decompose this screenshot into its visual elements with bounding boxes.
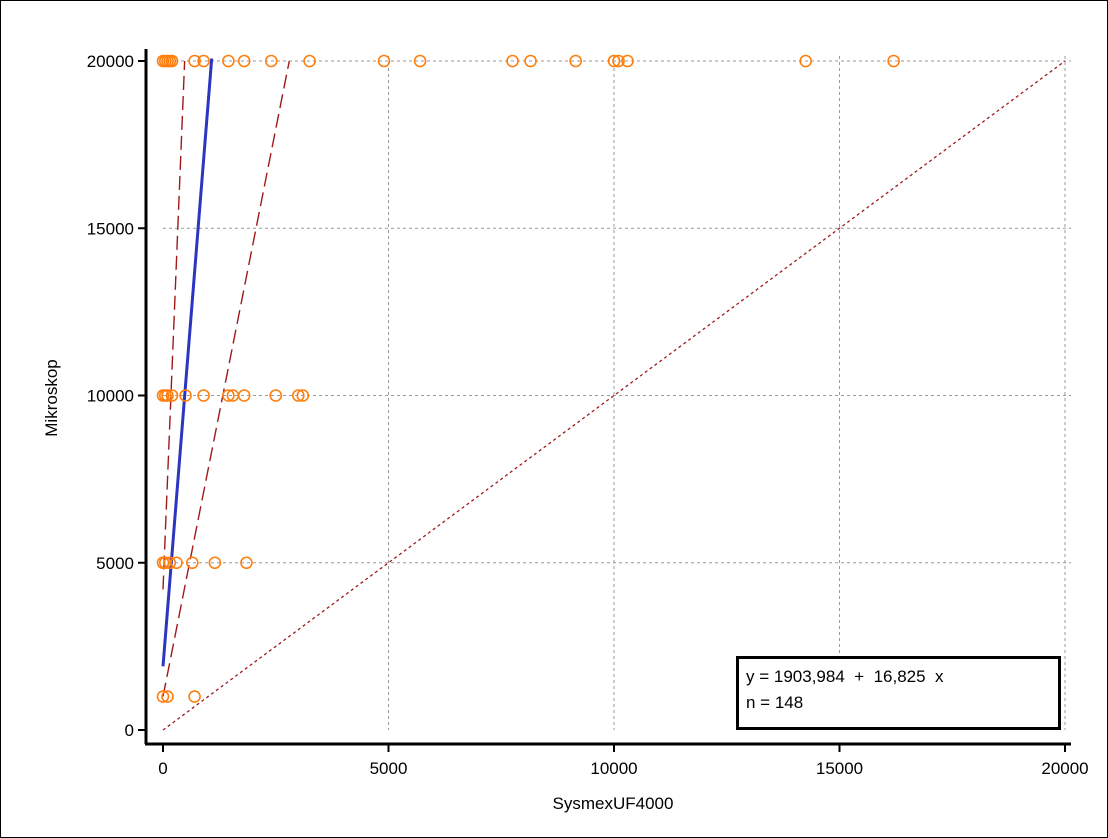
sample-count: n = 148	[746, 693, 804, 712]
data-points	[156, 54, 900, 703]
y-tick-label: 5000	[96, 554, 134, 573]
data-point	[197, 54, 210, 68]
data-point	[208, 556, 222, 570]
data-point	[607, 54, 621, 68]
data-point	[188, 54, 201, 68]
x-tick-label: 20000	[1041, 759, 1088, 778]
data-point	[377, 54, 391, 68]
data-point	[156, 690, 170, 703]
regression-stats-box: y = 1903,984 + 16,825 x n = 148	[736, 656, 1061, 730]
data-point	[506, 54, 519, 68]
y-tick-label: 0	[125, 721, 134, 740]
data-point	[291, 389, 305, 402]
data-point	[240, 556, 253, 570]
data-point	[161, 690, 174, 703]
data-point	[188, 690, 201, 703]
axes	[138, 49, 1071, 752]
y-axis-title: Mikroskop	[42, 359, 61, 436]
confidence-line-lower	[162, 60, 290, 697]
x-tick-label: 10000	[590, 759, 637, 778]
data-point	[165, 389, 179, 402]
data-point	[186, 556, 199, 570]
data-point	[197, 389, 210, 402]
identity-line	[162, 60, 1066, 731]
data-point	[237, 54, 251, 68]
x-tick-label: 15000	[816, 759, 863, 778]
data-point	[269, 389, 283, 402]
y-tick-label: 20000	[87, 52, 134, 71]
y-tick-label: 15000	[87, 219, 134, 238]
confidence-line-upper	[162, 60, 186, 590]
x-tick-label: 5000	[370, 759, 408, 778]
data-point	[799, 54, 812, 68]
data-point	[303, 54, 316, 68]
data-point	[179, 389, 192, 402]
tick-labels: 0 5000 10000 15000 20000 0 5000 10000 15000 20000	[87, 52, 1089, 778]
data-point	[165, 54, 179, 68]
data-point	[222, 389, 235, 402]
x-tick-label: 0	[158, 759, 167, 778]
data-point	[170, 556, 183, 570]
data-point	[163, 556, 177, 570]
data-point	[569, 54, 582, 68]
data-point	[887, 54, 900, 68]
grid	[163, 56, 1071, 730]
data-point	[524, 54, 537, 68]
data-point	[413, 54, 427, 68]
data-point	[621, 54, 634, 68]
data-point	[161, 389, 174, 402]
data-point	[296, 389, 310, 402]
x-axis-title: SysmexUF4000	[553, 794, 674, 813]
data-point	[612, 54, 625, 68]
data-point	[237, 389, 251, 402]
data-point	[264, 54, 278, 68]
data-point	[222, 54, 235, 68]
regression-equation: y = 1903,984 + 16,825 x	[746, 667, 944, 686]
y-tick-label: 10000	[87, 387, 134, 406]
